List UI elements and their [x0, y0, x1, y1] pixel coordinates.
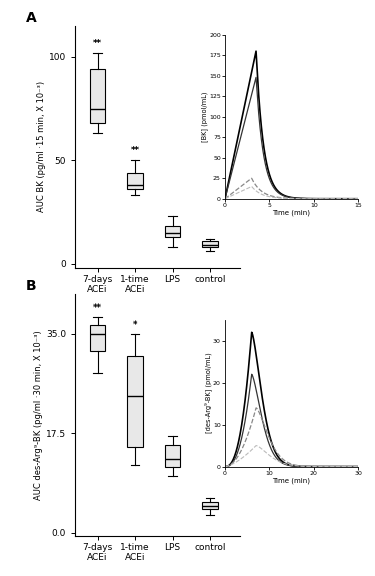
Text: B: B — [26, 279, 36, 293]
Bar — [165, 445, 180, 467]
Text: *: * — [133, 321, 137, 330]
X-axis label: Time (min): Time (min) — [273, 209, 310, 216]
Text: **: ** — [130, 146, 140, 156]
Text: **: ** — [93, 304, 102, 313]
Text: **: ** — [93, 39, 102, 48]
X-axis label: Time (min): Time (min) — [273, 477, 310, 484]
Bar — [127, 357, 143, 448]
Bar — [90, 69, 105, 123]
Bar — [165, 226, 180, 237]
Bar — [90, 325, 105, 351]
Y-axis label: AUC BK (pg/ml ·15 min, X 10⁻³): AUC BK (pg/ml ·15 min, X 10⁻³) — [37, 81, 46, 213]
Y-axis label: [BK] (pmol/mL): [BK] (pmol/mL) — [201, 92, 208, 142]
Bar — [202, 241, 218, 247]
Text: *: * — [133, 320, 137, 329]
Text: A: A — [26, 12, 36, 25]
Y-axis label: AUC des-Arg⁹-BK (pg/ml ·30 min, X 10⁻³): AUC des-Arg⁹-BK (pg/ml ·30 min, X 10⁻³) — [34, 330, 43, 499]
Text: **: ** — [130, 146, 140, 155]
Y-axis label: [des-Arg⁹-BK] (pmol/mL): [des-Arg⁹-BK] (pmol/mL) — [204, 353, 212, 434]
Text: **: ** — [93, 303, 102, 312]
Bar — [127, 173, 143, 190]
Bar — [202, 502, 218, 509]
Text: **: ** — [93, 39, 102, 48]
